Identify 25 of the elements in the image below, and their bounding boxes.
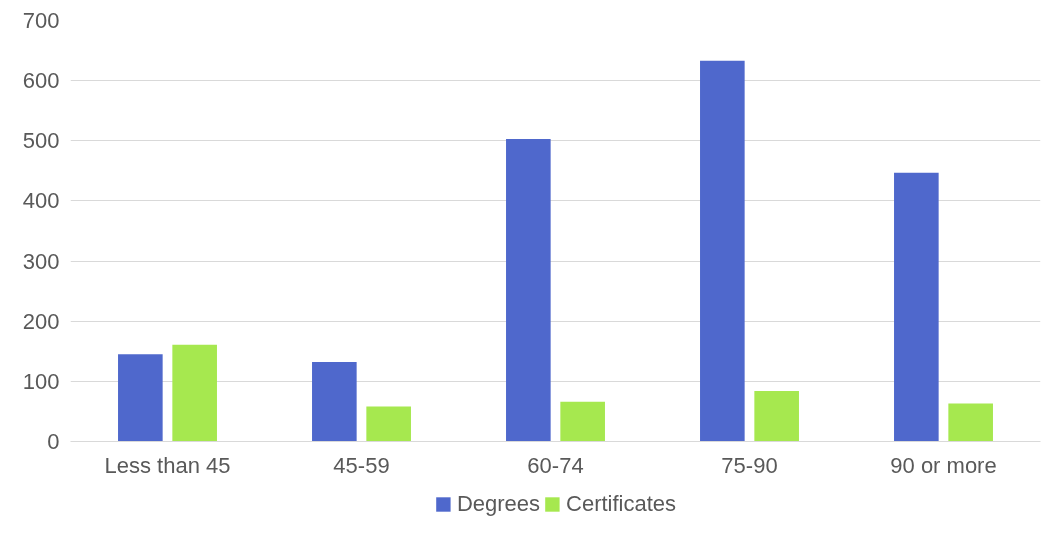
x-tick-label: 75-90 <box>721 452 778 478</box>
x-tick-label: Less than 45 <box>104 452 231 478</box>
bar <box>948 403 993 442</box>
bar <box>560 401 605 442</box>
y-tick-label: 700 <box>22 8 60 33</box>
y-tick-label: 300 <box>22 248 60 274</box>
bar <box>506 138 551 442</box>
y-tick-label: 200 <box>22 308 60 334</box>
bar <box>894 172 939 442</box>
bar <box>118 354 163 442</box>
legend-label: Certificates <box>566 491 677 517</box>
y-tick-label: 600 <box>22 68 60 94</box>
legend-label: Degrees <box>456 491 541 517</box>
x-tick-label: 90 or more <box>890 452 997 478</box>
y-tick-label: 100 <box>22 368 60 394</box>
bar <box>172 344 217 442</box>
bar <box>366 406 411 442</box>
y-tick-label: 0 <box>47 429 60 454</box>
y-tick-label: 500 <box>22 128 60 154</box>
y-tick-label: 400 <box>22 188 60 214</box>
x-tick-label: 45-59 <box>333 452 390 478</box>
x-tick-label: 60-74 <box>527 452 584 478</box>
bar <box>700 60 745 442</box>
bar <box>312 362 357 442</box>
bar <box>754 390 799 442</box>
